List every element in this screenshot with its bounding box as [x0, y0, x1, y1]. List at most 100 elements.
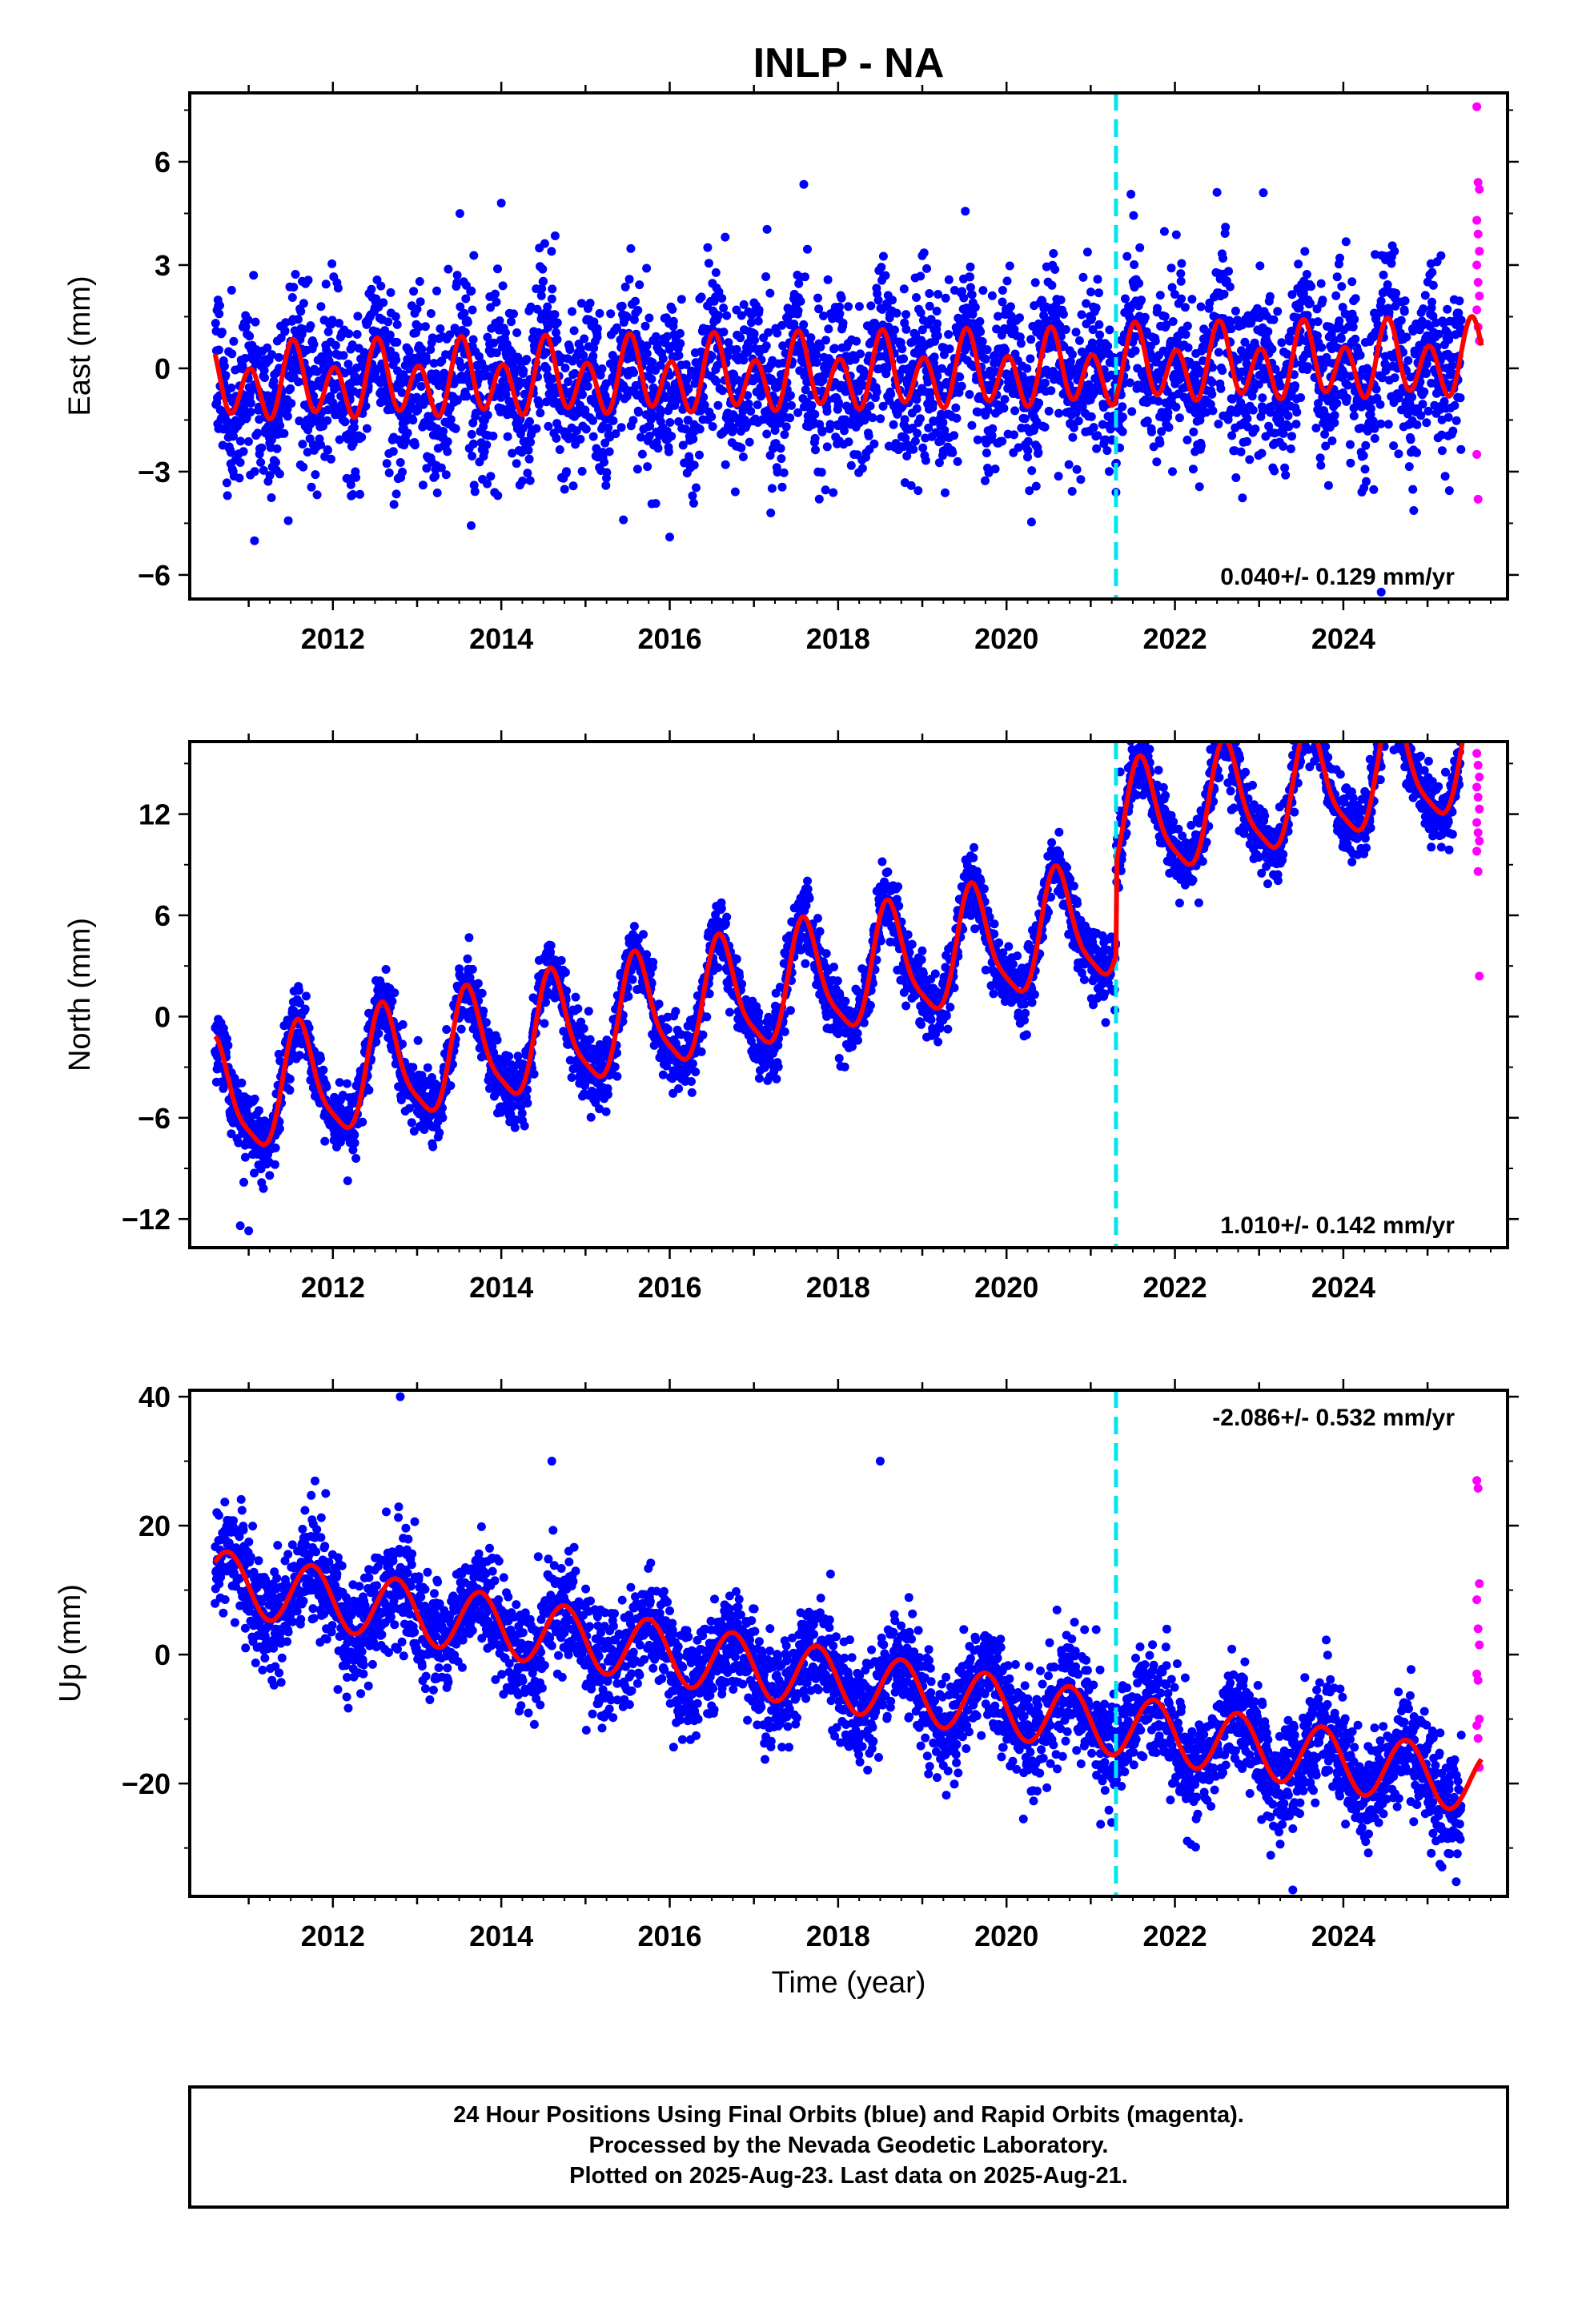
- east-final-point: [1347, 277, 1357, 287]
- east-final-point: [468, 452, 477, 460]
- east-final-point: [1023, 436, 1033, 446]
- east-final-point: [243, 315, 253, 324]
- east-final-point: [799, 320, 809, 329]
- east-final-point: [689, 460, 699, 470]
- east-final-point: [684, 384, 693, 394]
- east-final-point: [767, 484, 777, 493]
- east-final-point: [456, 362, 466, 372]
- east-final-point: [810, 409, 820, 419]
- north-final-point: [463, 954, 472, 963]
- east-final-point: [1219, 254, 1227, 263]
- east-final-point: [992, 324, 1002, 334]
- east-final-point: [962, 335, 972, 344]
- north-final-point: [423, 1063, 432, 1072]
- east-final-point: [1349, 411, 1359, 420]
- east-final-point: [661, 393, 670, 402]
- east-rapid-point: [1475, 292, 1484, 301]
- north-final-point: [270, 1160, 279, 1169]
- east-final-point: [241, 322, 251, 332]
- east-final-point: [1176, 276, 1186, 286]
- east-final-point: [227, 349, 237, 359]
- east-final-point: [1168, 317, 1178, 326]
- east-final-point: [1091, 304, 1101, 312]
- east-final-point: [812, 358, 821, 367]
- north-final-point: [398, 1019, 408, 1029]
- east-final-point: [439, 427, 448, 436]
- east-final-point: [1291, 381, 1300, 391]
- east-final-point: [738, 452, 748, 461]
- east-final-point: [1058, 309, 1068, 319]
- east-final-point: [746, 318, 756, 328]
- east-final-point: [616, 423, 626, 432]
- east-final-point: [1187, 295, 1197, 304]
- east-final-point: [555, 445, 564, 454]
- north-final-point: [319, 1065, 328, 1075]
- east-final-point: [235, 436, 245, 446]
- east-final-point: [718, 386, 727, 396]
- east-final-point: [1277, 338, 1287, 348]
- east-final-point: [695, 450, 704, 460]
- east-final-point: [1332, 272, 1342, 282]
- east-final-point: [888, 296, 897, 305]
- east-final-point: [1258, 393, 1267, 403]
- east-final-point: [714, 311, 724, 320]
- east-final-point: [1420, 291, 1430, 300]
- east-final-point: [403, 428, 412, 438]
- east-final-point: [588, 432, 598, 441]
- east-final-point: [397, 388, 407, 397]
- east-final-point: [1040, 378, 1050, 388]
- east-final-point: [835, 309, 845, 319]
- east-final-point: [981, 355, 990, 364]
- east-final-point: [1216, 384, 1226, 393]
- east-final-point: [362, 424, 371, 433]
- east-final-point: [967, 290, 977, 300]
- east-final-point: [436, 463, 446, 472]
- north-final-point: [390, 988, 400, 998]
- east-final-point: [1163, 408, 1173, 417]
- east-final-point: [414, 322, 424, 332]
- east-final-point: [311, 470, 320, 480]
- east-final-point: [1157, 427, 1166, 436]
- east-final-point: [829, 488, 838, 497]
- east-final-point: [617, 301, 627, 311]
- east-final-point: [945, 344, 954, 354]
- east-final-point: [1082, 247, 1092, 257]
- east-final-point: [523, 468, 532, 478]
- east-final-point: [1152, 457, 1162, 467]
- east-final-point: [886, 389, 896, 399]
- east-final-point: [1267, 344, 1277, 354]
- east-final-outlier-point: [1221, 223, 1231, 232]
- east-final-point: [974, 408, 983, 417]
- east-final-point: [306, 321, 315, 331]
- east-final-point: [932, 307, 942, 316]
- east-final-point: [1130, 346, 1140, 356]
- east-final-point: [287, 399, 296, 408]
- north-final-point: [285, 1085, 295, 1095]
- east-final-point: [569, 326, 579, 336]
- east-final-point: [1456, 316, 1466, 325]
- east-final-point: [636, 432, 645, 442]
- east-final-point: [1177, 294, 1186, 304]
- east-final-point: [665, 371, 674, 380]
- east-final-point: [219, 361, 229, 371]
- east-final-point: [352, 330, 362, 339]
- east-final-point: [552, 318, 562, 328]
- east-final-point: [620, 282, 630, 292]
- east-final-point: [1376, 419, 1386, 428]
- east-final-point: [966, 283, 975, 292]
- east-final-point: [401, 436, 411, 446]
- east-final-point: [1245, 455, 1255, 464]
- east-final-point: [1046, 386, 1056, 396]
- east-final-point: [872, 321, 881, 331]
- east-final-point: [498, 281, 508, 291]
- east-final-point: [1294, 259, 1303, 269]
- east-final-point: [1292, 408, 1302, 417]
- east-final-point: [444, 264, 453, 274]
- east-final-point: [761, 341, 771, 351]
- east-final-point: [1014, 443, 1023, 452]
- east-final-point: [776, 444, 785, 453]
- east-final-point: [275, 469, 284, 479]
- east-final-point: [604, 423, 613, 432]
- east-final-point: [764, 328, 773, 337]
- east-final-point: [493, 491, 503, 501]
